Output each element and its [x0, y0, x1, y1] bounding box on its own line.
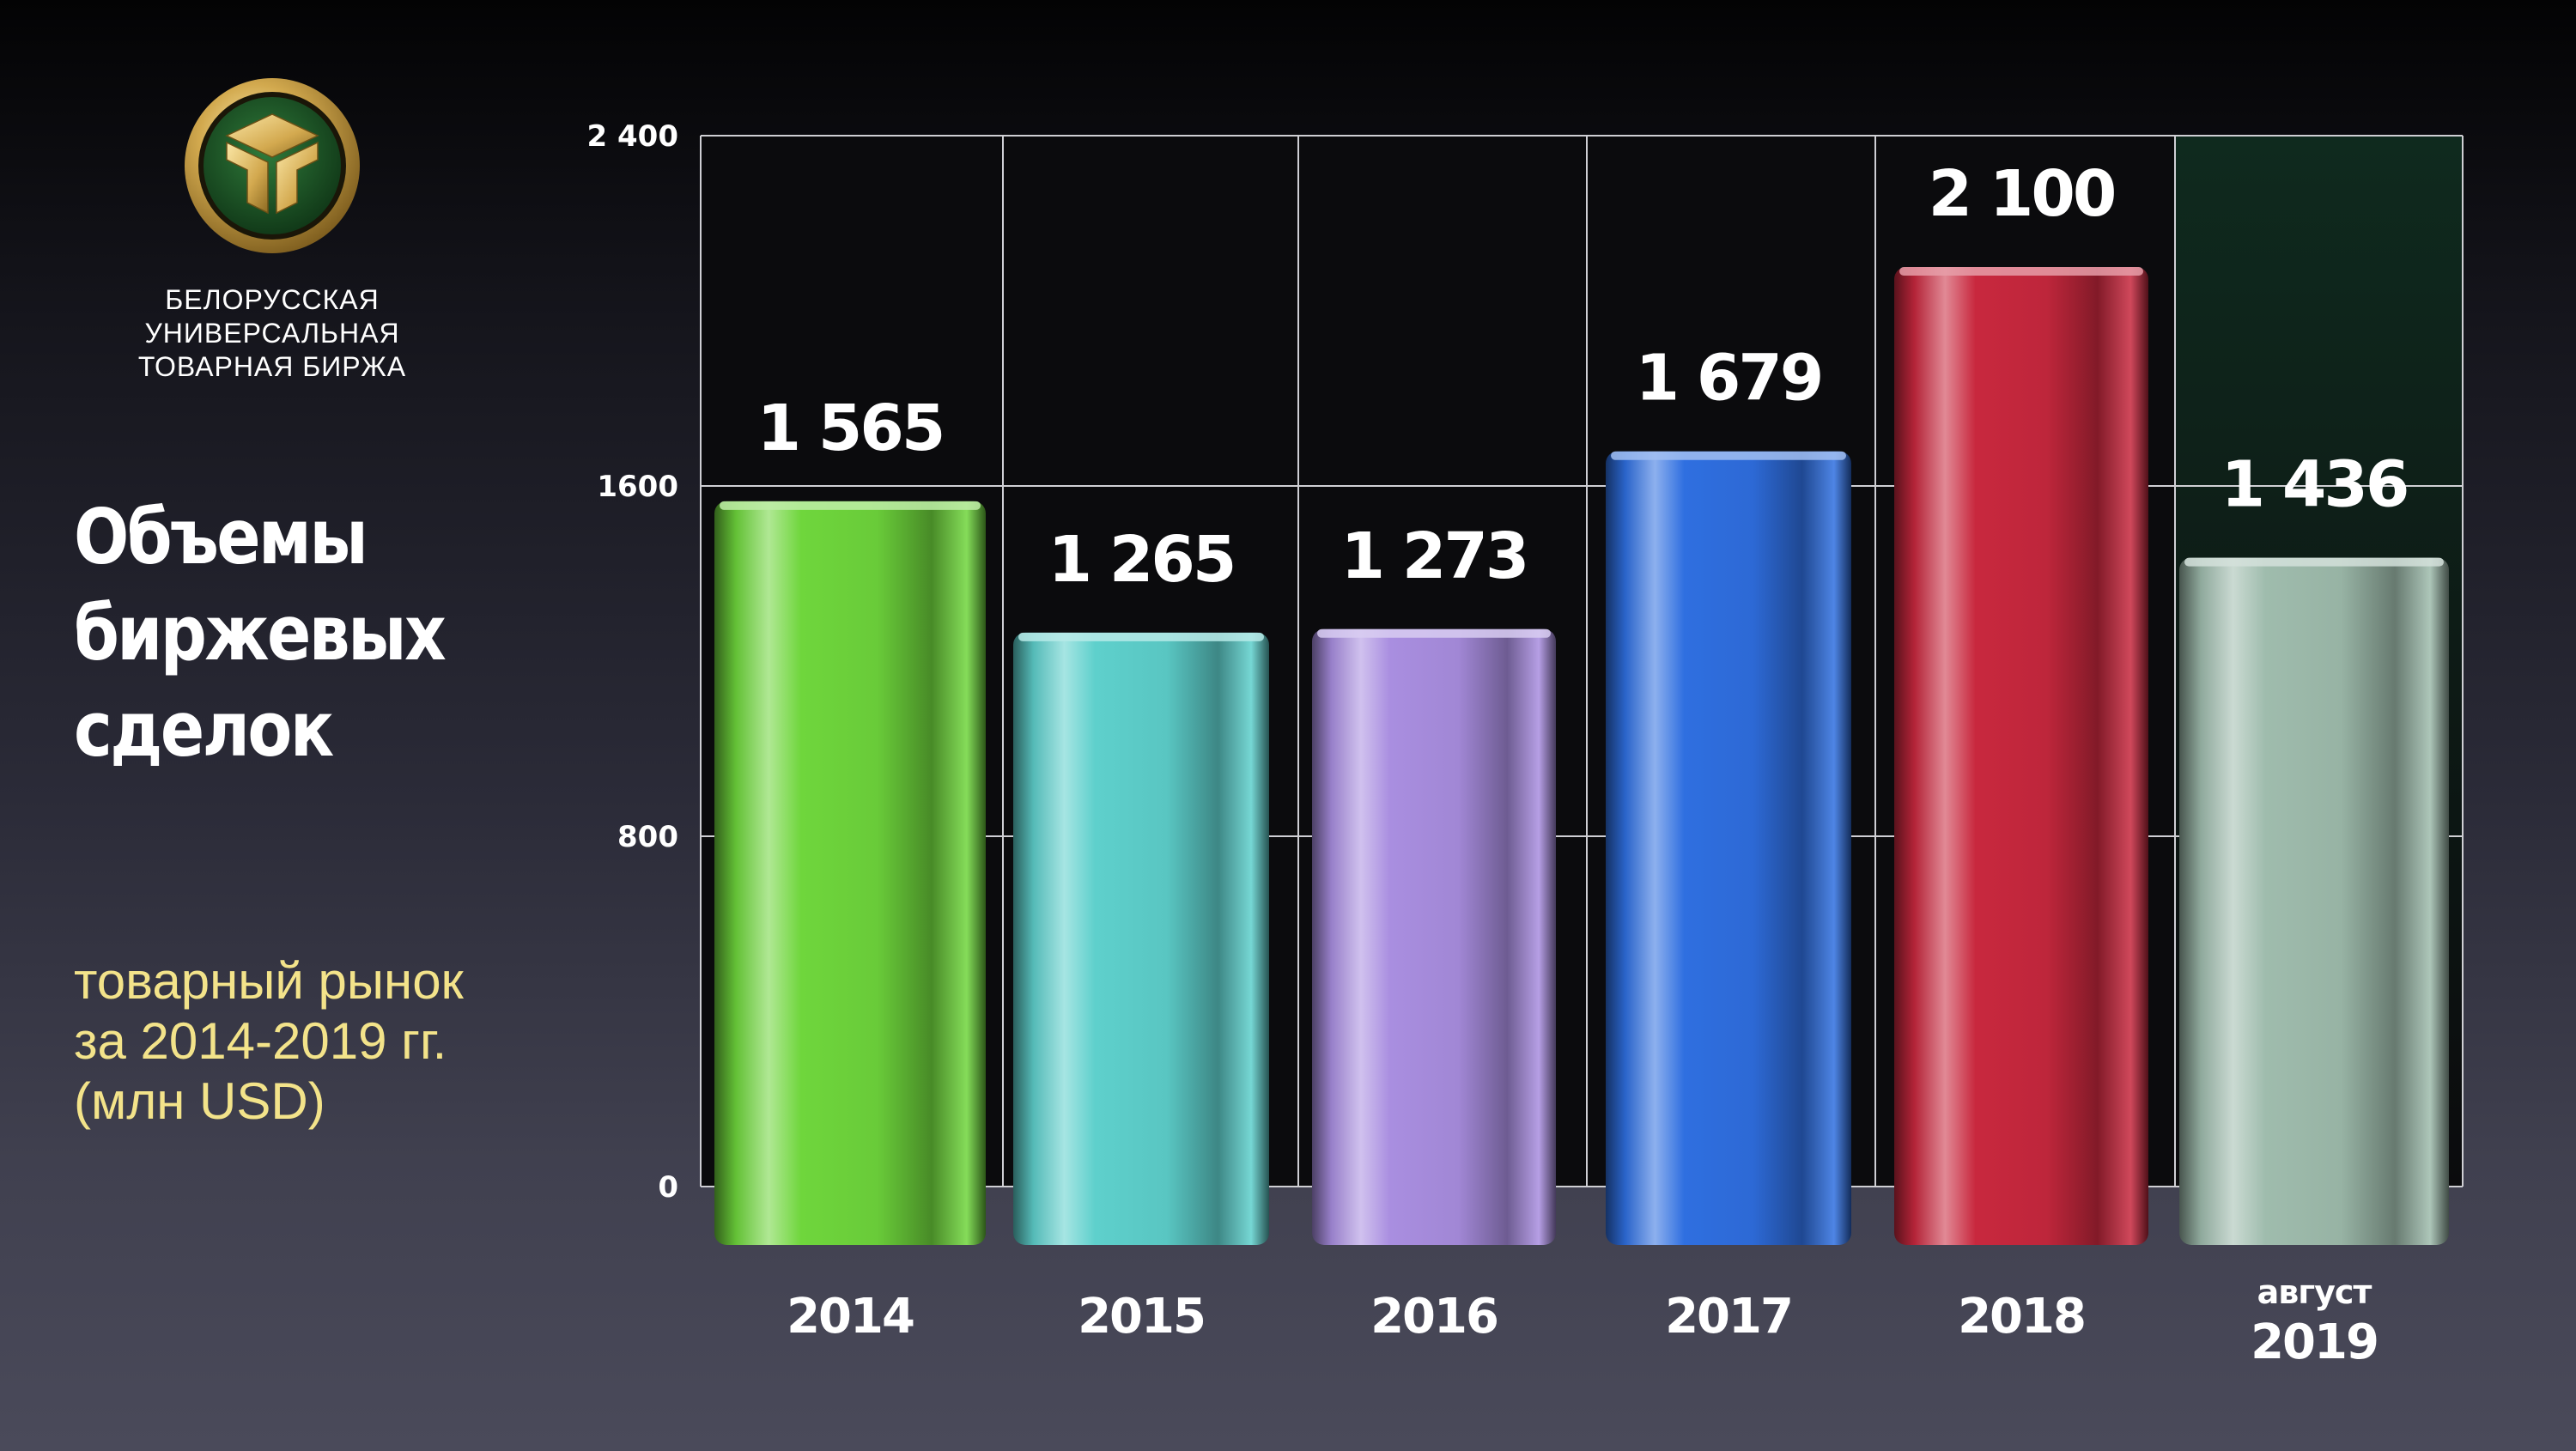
org-name-line: ТОВАРНАЯ БИРЖА: [137, 351, 407, 382]
bar-value-label: 1 565: [757, 392, 944, 465]
y-tick-label: 800: [617, 820, 678, 854]
bar: [714, 501, 986, 1245]
bar: [1013, 632, 1269, 1245]
buce-emblem-icon: [185, 78, 360, 253]
bar-body: [1013, 632, 1269, 1245]
bar: [1312, 628, 1556, 1245]
title-line: сделок: [74, 685, 334, 774]
bar-body: [1606, 451, 1851, 1245]
bar-top-highlight: [1899, 267, 2143, 276]
organization-name: БЕЛОРУССКАЯ УНИВЕРСАЛЬНАЯ ТОВАРНАЯ БИРЖА: [94, 283, 450, 384]
bar-top-highlight: [720, 501, 981, 510]
bar-value-label: 1 679: [1636, 342, 1822, 416]
bar-body: [2179, 557, 2449, 1245]
page-title: Объемы биржевых сделок: [74, 489, 517, 778]
bar-value-label: 1 265: [1048, 523, 1235, 597]
org-name-line: БЕЛОРУССКАЯ: [165, 284, 380, 315]
bar-body: [1894, 267, 2148, 1245]
x-category-label: 2019: [2251, 1314, 2378, 1370]
bar: [1894, 267, 2148, 1245]
bar-top-highlight: [1317, 628, 1551, 638]
chart-subtitle: товарный рынок за 2014-2019 гг. (млн USD…: [74, 951, 675, 1132]
title-line: биржевых: [74, 589, 447, 677]
y-tick-label: 2 400: [587, 119, 678, 154]
bar-value-label: 1 436: [2221, 448, 2408, 522]
x-category-label: 2015: [1078, 1289, 1205, 1345]
x-category-label: 2017: [1665, 1289, 1792, 1345]
bar-top-highlight: [2184, 557, 2444, 567]
plot-background: [701, 136, 2463, 1187]
x-category-label: 2018: [1958, 1289, 2085, 1345]
subtitle-line: за 2014-2019 гг.: [74, 1012, 447, 1070]
subtitle-line: (млн USD): [74, 1072, 325, 1130]
title-line: Объемы: [74, 493, 368, 581]
bar: [2179, 557, 2449, 1245]
bar-body: [714, 501, 986, 1245]
bar-value-label: 1 273: [1341, 519, 1528, 593]
bar-top-highlight: [1018, 632, 1264, 641]
org-name-line: УНИВЕРСАЛЬНАЯ: [144, 318, 400, 349]
bar: [1606, 451, 1851, 1245]
bar-value-label: 2 100: [1929, 157, 2115, 231]
x-category-label: 2014: [787, 1289, 914, 1345]
bar-top-highlight: [1611, 451, 1846, 460]
x-category-label: 2016: [1370, 1289, 1498, 1345]
y-tick-label: 1600: [597, 470, 678, 504]
subtitle-line: товарный рынок: [74, 952, 464, 1010]
bar-body: [1312, 628, 1556, 1245]
x-category-label-top: август: [2257, 1273, 2372, 1311]
y-tick-label: 0: [658, 1170, 678, 1205]
